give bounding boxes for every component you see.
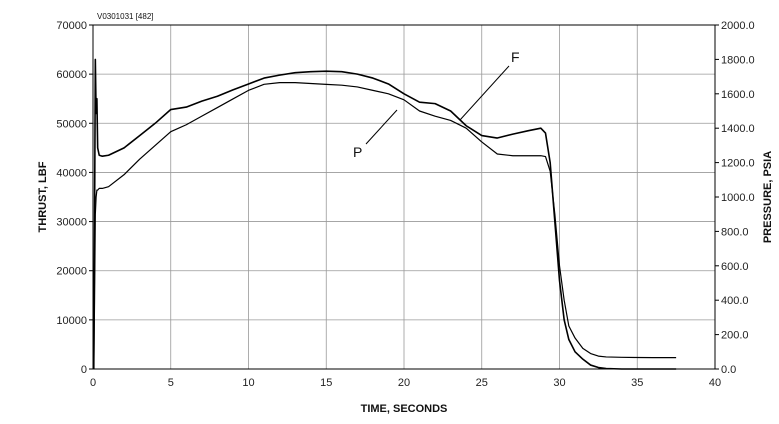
x-tick-label: 0 — [90, 377, 96, 389]
chart-id-label: V0301031 [482] — [97, 12, 154, 21]
plot-frame — [92, 24, 716, 370]
y-left-tick-label: 70000 — [56, 20, 87, 32]
series-layer — [92, 58, 677, 370]
y-left-tick-label: 0 — [81, 364, 87, 376]
series-f-annotation-arrow — [459, 65, 510, 121]
y-right-tick-label: 600.0 — [721, 261, 749, 273]
x-tick-label: 20 — [398, 377, 410, 389]
x-tick-label: 40 — [709, 377, 721, 389]
y-right-tick-label: 800.0 — [721, 226, 749, 238]
x-tick-label: 25 — [476, 377, 488, 389]
y-right-tick-label: 400.0 — [721, 295, 749, 307]
series-p-label: P — [353, 144, 362, 160]
y-left-tick-label: 10000 — [56, 315, 87, 327]
y-axis-left-title: THRUST, LBF — [37, 161, 49, 232]
grid — [89, 24, 719, 370]
y-left-tick-label: 40000 — [56, 167, 87, 179]
y-left-tick-label: 20000 — [56, 266, 87, 278]
series-f-label: F — [511, 49, 520, 65]
y-right-tick-label: 200.0 — [721, 330, 749, 342]
tick-labels: 0 5 10 15 20 25 30 35 40 0 10000 20000 30000 40000 500… — [56, 20, 754, 389]
y-right-tick-label: 1800.0 — [721, 54, 755, 66]
y-right-tick-label: 2000.0 — [721, 20, 755, 32]
series-line-p — [93, 82, 677, 370]
x-tick-label: 35 — [631, 377, 643, 389]
y-right-tick-label: 0.0 — [721, 364, 736, 376]
y-left-tick-label: 30000 — [56, 217, 87, 229]
series-p-annotation-arrow — [365, 109, 398, 145]
y-axis-right-title: PRESSURE, PSIA — [762, 151, 774, 243]
x-tick-label: 5 — [168, 377, 174, 389]
x-tick-label: 15 — [320, 377, 332, 389]
y-right-tick-label: 1000.0 — [721, 192, 755, 204]
x-tick-label: 30 — [553, 377, 565, 389]
x-axis-title: TIME, SECONDS — [361, 403, 448, 415]
y-left-tick-label: 50000 — [56, 118, 87, 130]
x-tick-label: 10 — [242, 377, 254, 389]
y-right-tick-label: 1600.0 — [721, 89, 755, 101]
y-left-tick-label: 60000 — [56, 69, 87, 81]
series-line-f — [92, 58, 677, 370]
y-right-tick-label: 1200.0 — [721, 158, 755, 170]
y-right-tick-label: 1400.0 — [721, 123, 755, 135]
